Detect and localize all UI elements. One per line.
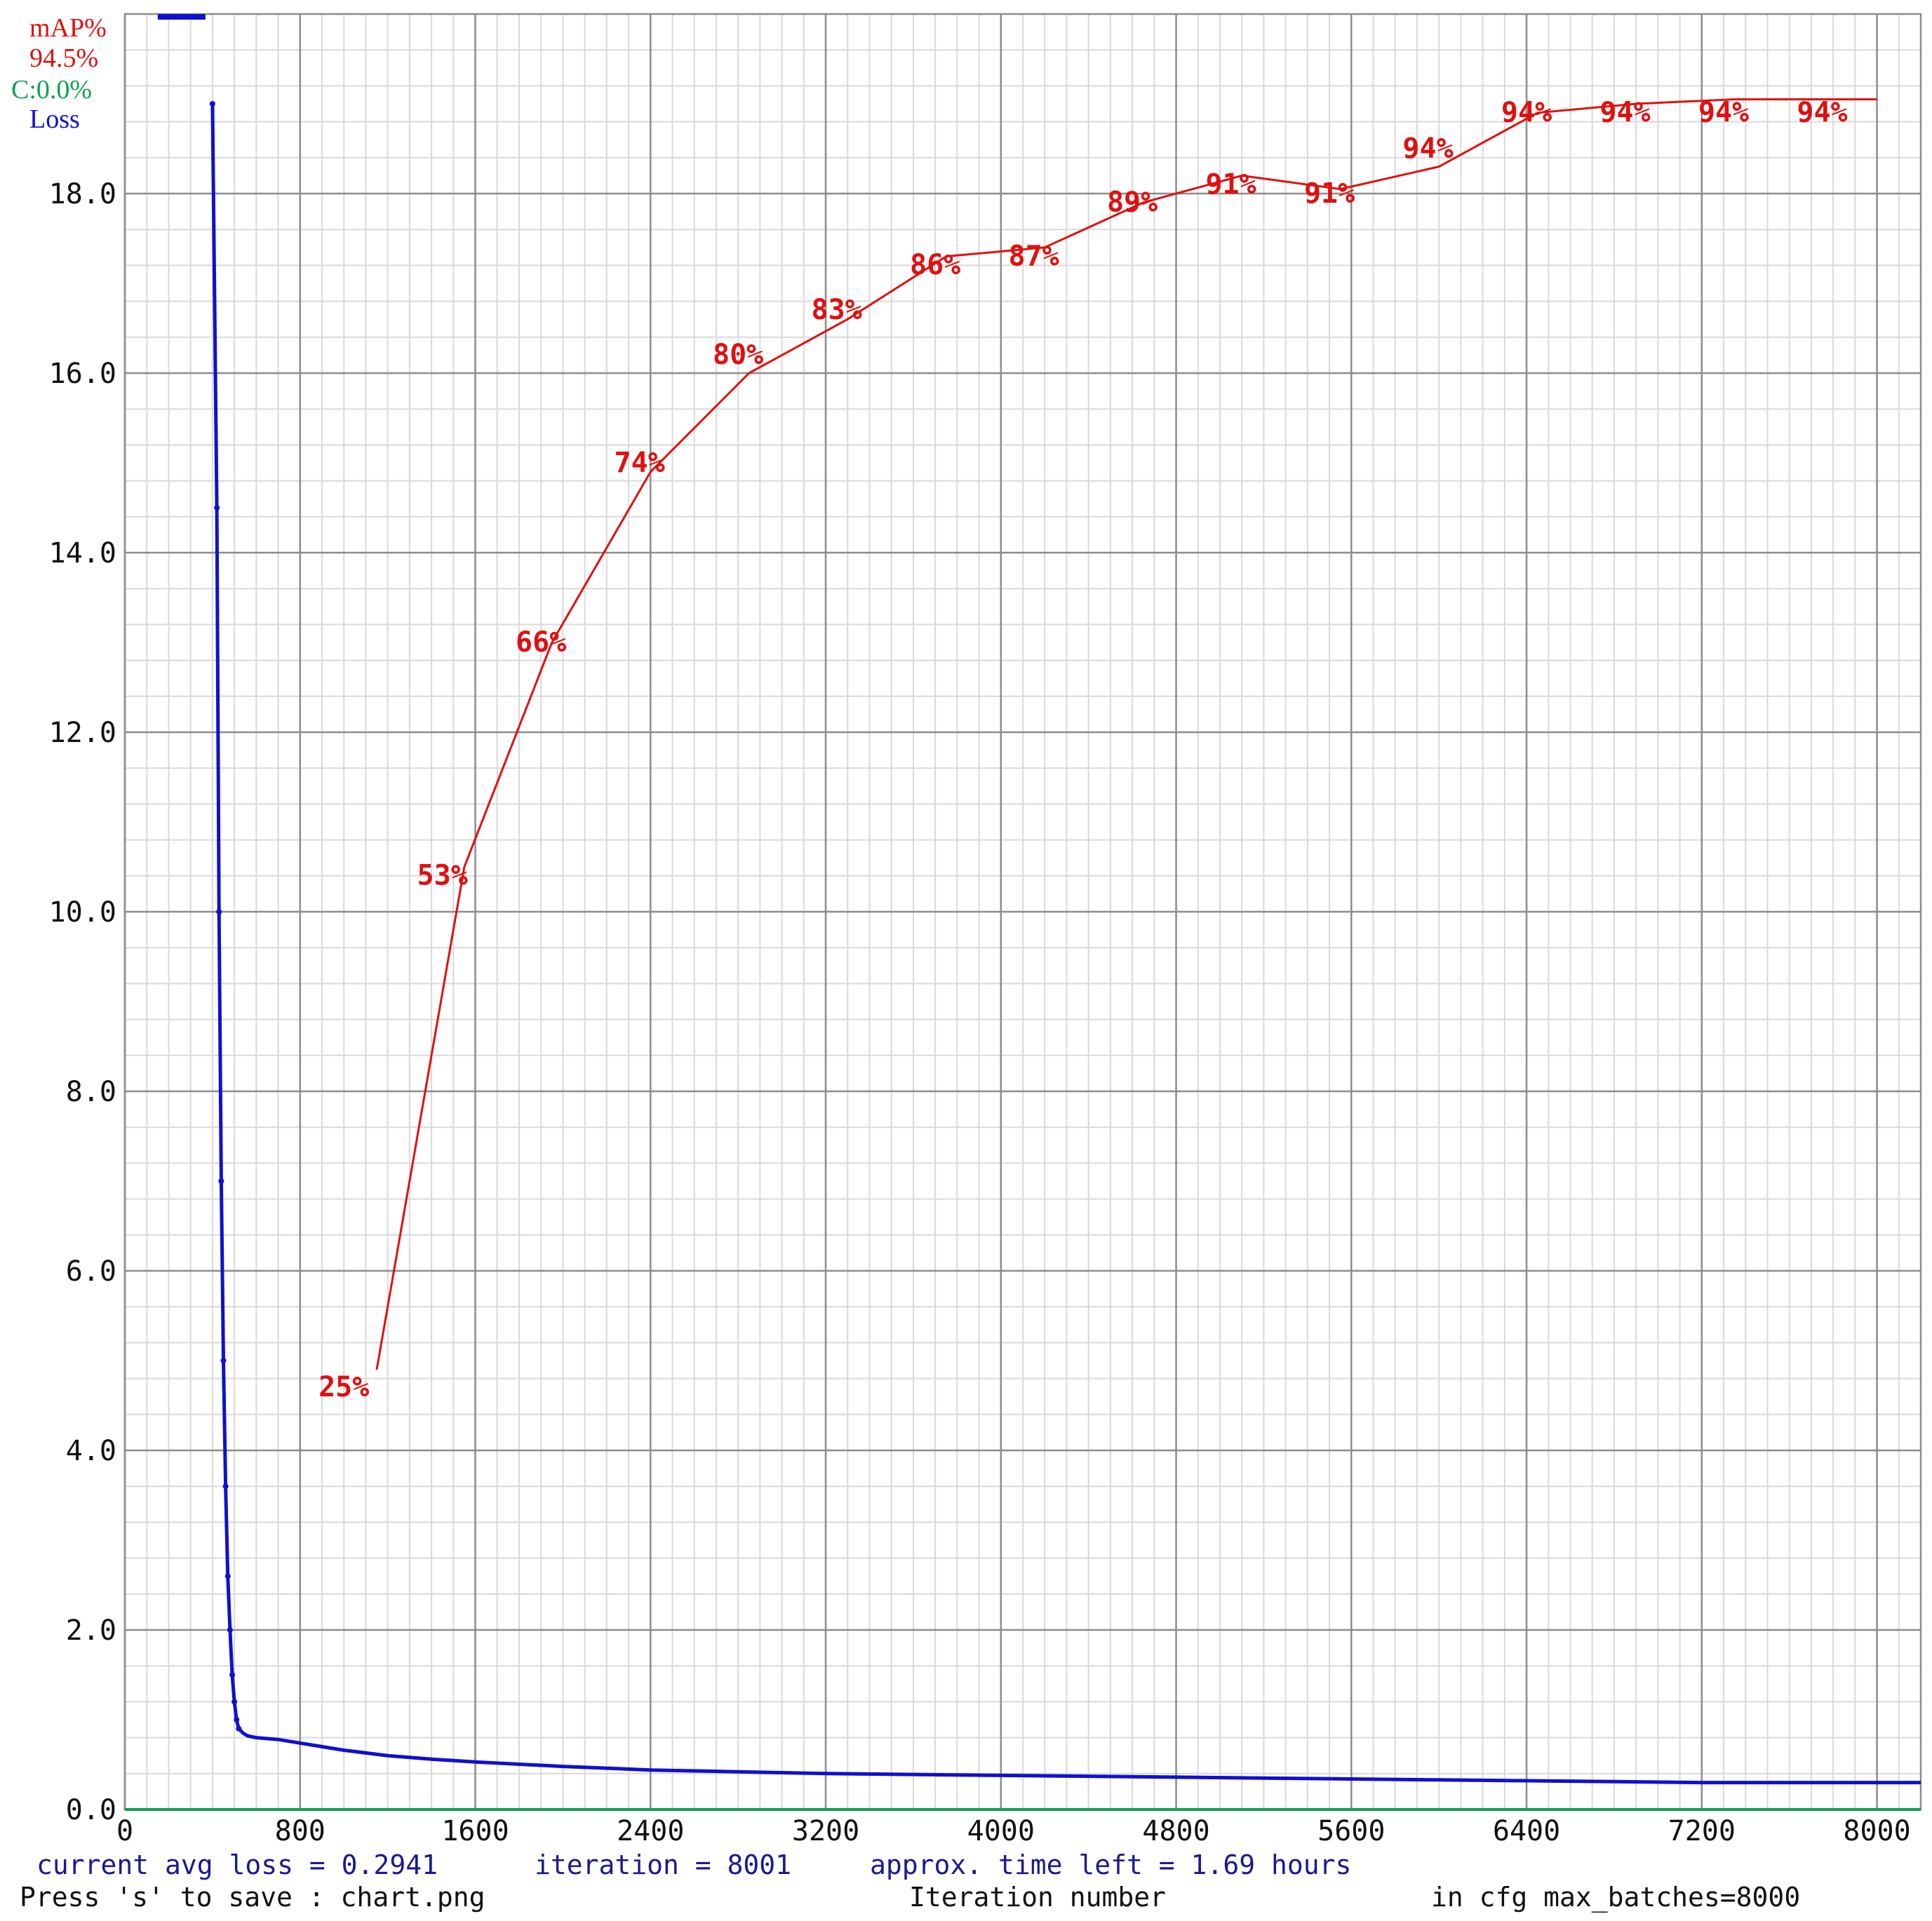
map-point-label: 83% (812, 294, 862, 326)
legend-map-value: 94.5% (29, 43, 98, 73)
y-tick-label: 4.0 (66, 1435, 116, 1467)
loss-point (236, 1725, 242, 1732)
major-grid (123, 13, 1922, 1811)
map-point-label: 94% (1501, 97, 1552, 129)
y-tick-label: 2.0 (66, 1615, 116, 1647)
y-tick-label: 16.0 (49, 358, 116, 390)
x-tick-label: 800 (275, 1815, 326, 1847)
x-axis-label: Iteration number (909, 1882, 1166, 1913)
loss-point (224, 1573, 231, 1579)
max-batches: in cfg max_batches=8000 (1431, 1882, 1800, 1913)
x-tick-label: 4000 (967, 1815, 1035, 1847)
loss-point (222, 1483, 229, 1490)
x-tick-label: 0 (116, 1815, 133, 1847)
y-axis-tick-labels: 0.0 2.0 4.0 6.0 8.0 10.0 12.0 14.0 16.0 18.0 (49, 178, 116, 1826)
x-tick-label: 6400 (1493, 1815, 1560, 1847)
loss-point (218, 1178, 224, 1184)
legend-c-label: C:0.0% (11, 75, 92, 105)
map-labels: 25% 53% 66% 74% 80% 83% 86% 87% 89% 91% 91% 94% 94% 9… (318, 97, 1848, 1404)
loss-point (227, 1627, 233, 1633)
x-tick-label: 4800 (1142, 1815, 1209, 1847)
y-tick-label: 6.0 (66, 1255, 116, 1288)
map-point-label: 94% (1698, 97, 1749, 129)
map-point-label: 25% (318, 1371, 369, 1403)
map-point-label: 91% (1304, 177, 1355, 210)
y-tick-label: 18.0 (49, 178, 116, 210)
loss-series (157, 14, 1921, 1785)
y-tick-label: 0.0 (66, 1794, 116, 1826)
map-point-label: 91% (1205, 168, 1256, 201)
map-line (375, 98, 1877, 1370)
status-time-left: approx. time left = 1.69 hours (870, 1849, 1351, 1880)
y-tick-label: 12.0 (49, 717, 116, 749)
map-point-label: 89% (1107, 187, 1158, 219)
map-point-label: 80% (713, 339, 763, 371)
status-avg-loss: current avg loss = 0.2941 (36, 1849, 438, 1880)
map-point-label: 94% (1797, 97, 1847, 129)
y-tick-label: 14.0 (49, 537, 116, 569)
legend-loss-label: Loss (29, 105, 80, 134)
loss-line (210, 103, 1921, 1785)
x-axis-tick-labels: 0 800 1600 2400 3200 4000 4800 5600 6400 7200 8000 (116, 1815, 1911, 1847)
loss-point (209, 101, 215, 107)
x-tick-label: 3200 (792, 1815, 859, 1847)
map-point-label: 74% (615, 447, 665, 479)
loss-point (234, 1717, 240, 1723)
legend-map-label: mAP% (29, 13, 107, 43)
y-tick-label: 8.0 (66, 1076, 116, 1108)
x-tick-label: 7200 (1668, 1815, 1736, 1847)
map-point-label: 66% (516, 626, 566, 659)
loss-point (232, 1699, 238, 1705)
loss-point (216, 909, 222, 915)
map-point-label: 53% (417, 860, 468, 892)
loss-point (220, 1358, 227, 1363)
x-tick-label: 1600 (441, 1815, 509, 1847)
map-point-label: 86% (910, 249, 960, 281)
x-tick-label: 8000 (1843, 1815, 1910, 1847)
y-tick-label: 10.0 (49, 896, 116, 929)
save-hint: Press 's' to save : chart.png (20, 1882, 485, 1913)
status-iteration: iteration = 8001 (535, 1849, 791, 1880)
map-series (375, 98, 1877, 1370)
map-point-label: 94% (1599, 97, 1650, 129)
x-tick-label: 5600 (1317, 1815, 1385, 1847)
loss-point (214, 505, 220, 511)
map-point-label: 87% (1008, 240, 1059, 272)
loss-point (229, 1672, 235, 1678)
map-point-label: 94% (1402, 133, 1453, 165)
x-tick-label: 2400 (617, 1815, 684, 1847)
